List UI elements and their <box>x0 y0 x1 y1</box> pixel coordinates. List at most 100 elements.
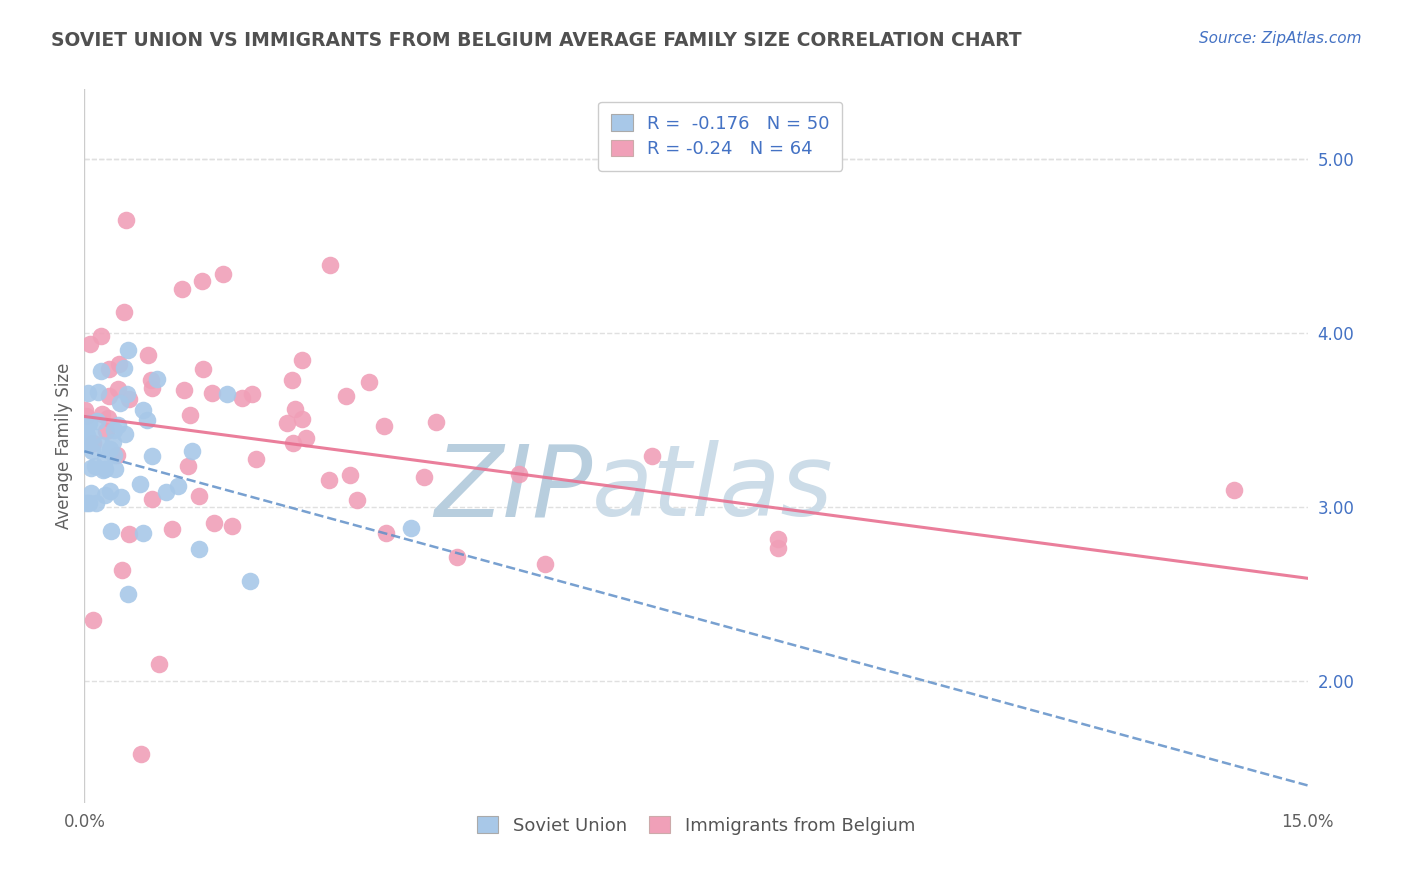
Point <box>112 305 135 319</box>
Point <box>141 492 163 507</box>
Point <box>75 409 97 423</box>
Point <box>373 419 395 434</box>
Point <box>141 373 163 387</box>
Point <box>641 449 664 463</box>
Point <box>129 747 152 761</box>
Point <box>1223 483 1246 497</box>
Point <box>245 452 267 467</box>
Point <box>80 486 103 500</box>
Point <box>77 496 100 510</box>
Point <box>135 413 157 427</box>
Point <box>215 386 238 401</box>
Point <box>108 357 131 371</box>
Point <box>148 657 170 671</box>
Point <box>280 373 302 387</box>
Point <box>191 274 214 288</box>
Point <box>239 574 262 588</box>
Point <box>90 329 112 343</box>
Point <box>94 425 117 439</box>
Text: ZIP: ZIP <box>433 441 592 537</box>
Point <box>84 496 107 510</box>
Point <box>94 462 117 476</box>
Point <box>357 376 380 390</box>
Point <box>339 467 361 482</box>
Point <box>82 429 104 443</box>
Point <box>90 364 112 378</box>
Point <box>240 387 263 401</box>
Point <box>191 362 214 376</box>
Point <box>94 488 117 502</box>
Point <box>75 420 97 434</box>
Point <box>82 436 104 450</box>
Point <box>766 541 789 555</box>
Point <box>108 396 131 410</box>
Point <box>82 613 104 627</box>
Point <box>181 444 204 458</box>
Point <box>117 587 139 601</box>
Point <box>374 526 396 541</box>
Point <box>172 282 194 296</box>
Point <box>82 444 104 458</box>
Point <box>188 489 211 503</box>
Point <box>80 461 103 475</box>
Point <box>176 458 198 473</box>
Point <box>399 521 422 535</box>
Point <box>91 462 114 476</box>
Point <box>75 402 97 417</box>
Point <box>136 348 159 362</box>
Point <box>276 417 298 431</box>
Point <box>110 490 132 504</box>
Point <box>100 524 122 538</box>
Y-axis label: Average Family Size: Average Family Size <box>55 363 73 529</box>
Point <box>118 527 141 541</box>
Point <box>86 415 108 429</box>
Point <box>141 381 163 395</box>
Point <box>179 408 201 422</box>
Point <box>117 392 139 407</box>
Point <box>446 549 468 564</box>
Point <box>115 212 138 227</box>
Legend: Soviet Union, Immigrants from Belgium: Soviet Union, Immigrants from Belgium <box>464 804 928 847</box>
Point <box>101 435 124 450</box>
Point <box>93 451 115 466</box>
Point <box>155 485 177 500</box>
Point <box>425 415 447 429</box>
Point <box>77 416 100 430</box>
Point <box>98 483 121 498</box>
Point <box>112 360 135 375</box>
Point <box>318 473 340 487</box>
Point <box>766 532 789 546</box>
Point <box>231 391 253 405</box>
Point <box>188 542 211 557</box>
Point <box>284 401 307 416</box>
Point <box>104 462 127 476</box>
Point <box>107 417 129 432</box>
Point <box>508 467 530 481</box>
Point <box>132 525 155 540</box>
Point <box>91 407 114 421</box>
Point <box>117 387 139 401</box>
Point <box>105 448 128 462</box>
Point <box>129 476 152 491</box>
Point <box>103 423 125 437</box>
Point <box>167 479 190 493</box>
Point <box>76 437 98 451</box>
Point <box>204 516 226 531</box>
Point <box>76 428 98 442</box>
Point <box>173 383 195 397</box>
Point <box>201 385 224 400</box>
Point <box>75 496 97 510</box>
Point <box>98 388 121 402</box>
Point <box>141 449 163 463</box>
Point <box>145 371 167 385</box>
Point <box>111 564 134 578</box>
Point <box>534 557 557 571</box>
Point <box>283 436 305 450</box>
Point <box>79 336 101 351</box>
Point <box>294 431 316 445</box>
Point <box>318 258 340 272</box>
Point <box>83 459 105 474</box>
Point <box>97 411 120 425</box>
Point <box>346 492 368 507</box>
Point <box>212 267 235 281</box>
